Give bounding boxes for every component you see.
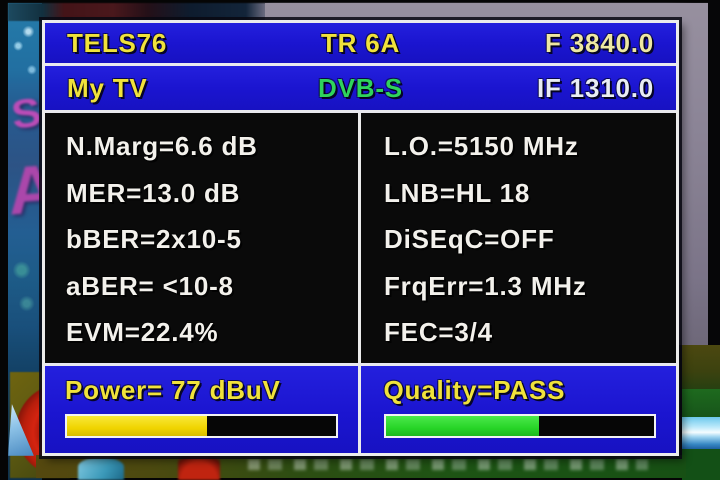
measurement-label: N.Marg= <box>66 131 175 161</box>
quality-label-text: Quality= <box>383 375 494 405</box>
power-label: Power= 77 dBuV <box>65 376 338 405</box>
measurement-value: 3/4 <box>454 317 493 347</box>
measurement-value: OFF <box>500 224 555 254</box>
measurement-value: 2x10-5 <box>155 224 242 254</box>
measurement-label: EVM= <box>66 317 141 347</box>
measurement-mer: MER=13.0 dB <box>66 180 350 206</box>
measurement-value: 5150 MHz <box>453 131 579 161</box>
measurement-frqerr: FrqErr=1.3 MHz <box>384 273 668 299</box>
favorite-list-label: My TV <box>67 72 148 103</box>
measurement-label: aBER= <box>66 270 155 301</box>
measurement-fec: FEC=3/4 <box>384 319 668 345</box>
background-right-darkgreen <box>682 449 720 480</box>
signal-bars-area: Power= 77 dBuV Quality=PASS <box>45 366 676 453</box>
background-bottom-teal-shape <box>78 458 124 480</box>
measurement-value: <10-8 <box>154 270 234 301</box>
if-frequency-label: IF 1310.0 <box>536 72 655 103</box>
measurements-column-left: N.Marg=6.6 dB MER=13.0 dB bBER=2x10-5 aB… <box>45 113 358 363</box>
measurement-value: 6.6 dB <box>174 131 258 161</box>
measurement-label: L.O.= <box>384 131 454 161</box>
system-label: DVB-S <box>318 72 403 103</box>
power-bar <box>65 413 338 438</box>
measurement-label: FEC= <box>384 317 455 347</box>
measurement-bber: bBER=2x10-5 <box>66 226 350 252</box>
quality-bar <box>383 413 656 438</box>
separator-line <box>45 363 676 366</box>
measurement-label: bBER= <box>66 224 156 254</box>
measurement-label: LNB= <box>384 177 456 208</box>
measurement-value: 1.3 MHz <box>484 270 587 301</box>
measurement-label: DiSEqC= <box>384 224 501 254</box>
measurement-lnb: LNB=HL 18 <box>384 180 668 206</box>
header-row-1: TELS76 TR 6A F 3840.0 <box>45 23 676 63</box>
measurement-value: 22.4% <box>140 317 219 347</box>
measurement-lo: L.O.=5150 MHz <box>384 133 668 159</box>
measurement-diseqc: DiSEqC=OFF <box>384 226 668 252</box>
background-right-edge <box>708 0 720 345</box>
quality-value: PASS <box>493 375 566 405</box>
power-value: 77 dBuV <box>163 375 281 405</box>
measurement-label: FrqErr= <box>384 270 485 301</box>
measurement-value: HL 18 <box>455 177 531 208</box>
power-box: Power= 77 dBuV <box>45 366 358 453</box>
quality-bar-fill <box>385 415 539 436</box>
header-row-2: My TV DVB-S IF 1310.0 <box>45 66 676 110</box>
background-right-green <box>682 389 720 417</box>
power-bar-fill <box>67 415 207 436</box>
background-right-olive <box>682 345 720 389</box>
quality-box: Quality=PASS <box>357 366 676 453</box>
measurement-value: 13.0 dB <box>142 177 241 208</box>
background-letter-s: S <box>8 90 44 138</box>
transponder-label: TR 6A <box>320 27 401 58</box>
measurements-column-right: L.O.=5150 MHz LNB=HL 18 DiSEqC=OFF FrqEr… <box>358 113 676 363</box>
measurement-evm: EVM=22.4% <box>66 319 350 345</box>
quality-label: Quality=PASS <box>384 376 657 405</box>
background-blurred-video-text <box>248 459 648 470</box>
separator-line <box>45 63 676 66</box>
frequency-label: F 3840.0 <box>544 27 655 58</box>
background-bottom-red-shape <box>178 455 220 480</box>
separator-line <box>45 110 676 113</box>
measurements-area: N.Marg=6.6 dB MER=13.0 dB bBER=2x10-5 aB… <box>45 113 676 363</box>
power-label-text: Power= <box>65 375 164 405</box>
measurement-aber: aBER= <10-8 <box>66 273 350 299</box>
signal-meter-panel: TELS76 TR 6A F 3840.0 My TV DVB-S IF 131… <box>42 20 679 456</box>
background-right-cyan-stripe <box>682 417 720 449</box>
measurement-nmarg: N.Marg=6.6 dB <box>66 133 350 159</box>
measurement-label: MER= <box>66 177 143 208</box>
satellite-name: TELS76 <box>67 27 168 58</box>
